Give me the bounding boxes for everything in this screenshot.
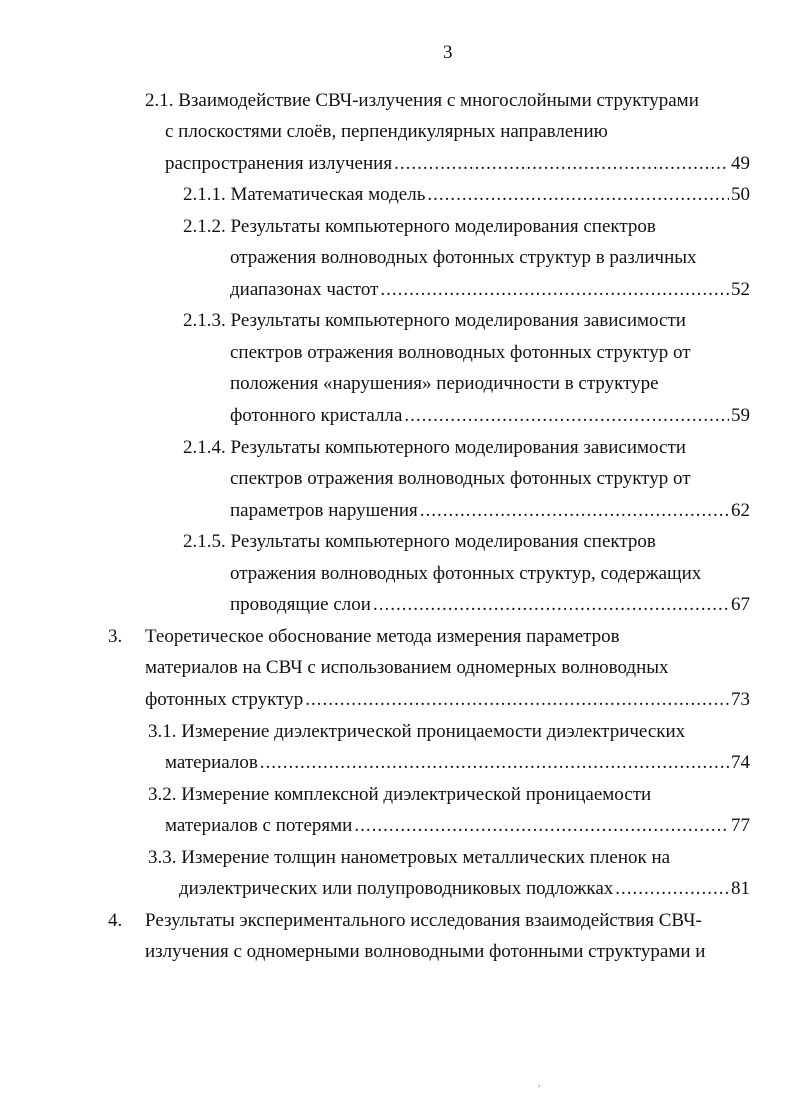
entry-title: отражения волноводных фотонных структур,… (230, 562, 702, 584)
toc-line: 4. Результаты экспериментального исследов… (108, 905, 750, 937)
entry-page-number: 50 (731, 184, 750, 206)
entry-page-number: 74 (731, 752, 750, 774)
toc-line: положения «нарушения» периодичности в ст… (230, 368, 750, 400)
dot-leader: ........................................… (305, 688, 729, 710)
toc-line: 2.1. Взаимодействие СВЧ-излучения с мног… (145, 85, 750, 117)
entry-title: распространения излучения (165, 152, 393, 174)
toc-line: с плоскостями слоёв, перпендикулярных на… (165, 116, 750, 148)
entry-title: 3.2. Измерение комплексной диэлектрическ… (148, 783, 652, 805)
entry-title: 2.1. Взаимодействие СВЧ-излучения с мног… (145, 89, 699, 111)
entry-page-number: 59 (731, 405, 750, 426)
toc-line: 2.1.3. Результаты компьютерного моделиро… (183, 305, 750, 337)
entry-title: 2.1.3. Результаты компьютерного моделиро… (183, 310, 686, 332)
dot-leader: ........................................… (404, 405, 729, 426)
toc-line: 3.2. Измерение комплексной диэлектрическ… (148, 779, 750, 811)
toc-line: материалов на СВЧ с использованием одном… (145, 652, 750, 684)
entry-page-number: 67 (731, 594, 750, 616)
dot-leader: ........................................… (259, 752, 729, 774)
toc-line: фотонного кристалла.....................… (230, 400, 750, 432)
toc-line: 2.1.1. Математическая модель............… (183, 179, 750, 211)
scan-mark: , (538, 1078, 541, 1089)
entry-title: положения «нарушения» периодичности в ст… (230, 373, 659, 395)
entry-title: 2.1.4. Результаты компьютерного моделиро… (183, 436, 686, 458)
entry-title: 2.1.2. Результаты компьютерного моделиро… (183, 215, 656, 237)
entry-title: материалов с потерями (165, 815, 353, 837)
toc-line: диэлектрических или полупроводниковых по… (179, 873, 750, 905)
entry-page-number: 52 (731, 278, 750, 300)
entry-page-number: 77 (731, 815, 750, 837)
entry-page-number: 49 (731, 152, 750, 174)
toc-line: материалов с потерями...................… (165, 810, 750, 842)
toc-line: спектров отражения волноводных фотонных … (230, 337, 750, 369)
toc-line: проводящие слои.........................… (230, 589, 750, 621)
chapter-number: 3. (108, 625, 123, 647)
entry-title: 2.1.5. Результаты компьютерного моделиро… (183, 531, 656, 553)
entry-title: проводящие слои (230, 594, 371, 616)
entry-title: материалов (165, 752, 258, 774)
toc-line: 2.1.4. Результаты компьютерного моделиро… (183, 432, 750, 464)
entry-title: фотонного кристалла (230, 405, 403, 426)
entry-title: спектров отражения волноводных фотонных … (230, 468, 691, 490)
entry-title: диапазонах частот (230, 278, 379, 300)
entry-page-number: 81 (731, 878, 750, 900)
dot-leader: ........................................… (354, 815, 729, 837)
toc-line: 3. Теоретическое обоснование метода измер… (108, 621, 750, 653)
toc-line: 2.1.2. Результаты компьютерного моделиро… (183, 211, 750, 243)
dot-leader: ........................................… (394, 152, 729, 174)
entry-title: 3.1. Измерение диэлектрической проницаем… (148, 720, 686, 742)
toc-line: фотонных структур.......................… (145, 684, 750, 716)
toc-line: распространения излучения...............… (165, 148, 750, 180)
toc-line: отражения волноводных фотонных структур,… (230, 558, 750, 590)
dot-leader: ........................................… (419, 499, 729, 521)
dot-leader: ........................................… (372, 594, 729, 616)
toc-line: диапазонах частот.......................… (230, 274, 750, 306)
entry-title: Теоретическое обоснование метода измерен… (145, 625, 620, 647)
entry-title: спектров отражения волноводных фотонных … (230, 341, 691, 363)
toc-line: отражения волноводных фотонных структур … (230, 242, 750, 274)
page-number: 3 (443, 42, 453, 63)
entry-title: 2.1.1. Математическая модель (183, 184, 426, 206)
entry-title: параметров нарушения (230, 499, 418, 521)
entry-title: диэлектрических или полупроводниковых по… (179, 878, 614, 900)
toc-line: 2.1.5. Результаты компьютерного моделиро… (183, 526, 750, 558)
entry-title: отражения волноводных фотонных структур … (230, 247, 697, 269)
toc-line: 3.1. Измерение диэлектрической проницаем… (148, 716, 750, 748)
entry-title: материалов на СВЧ с использованием одном… (145, 657, 669, 679)
dot-leader: ........................................… (427, 184, 729, 206)
toc-line: 3.3. Измерение толщин нанометровых метал… (148, 842, 750, 874)
entry-title: излучения с одномерными волноводными фот… (145, 941, 706, 963)
entry-page-number: 73 (731, 688, 750, 710)
toc-line: материалов..............................… (165, 747, 750, 779)
chapter-number: 4. (108, 909, 123, 931)
entry-page-number: 62 (731, 499, 750, 521)
entry-title: Результаты экспериментального исследован… (145, 909, 702, 931)
dot-leader: ........................................… (380, 278, 729, 300)
toc-line: излучения с одномерными волноводными фот… (145, 936, 750, 968)
entry-title: фотонных структур (145, 688, 304, 710)
toc-line: спектров отражения волноводных фотонных … (230, 463, 750, 495)
dot-leader: ........................................… (615, 878, 729, 900)
entry-title: 3.3. Измерение толщин нанометровых метал… (148, 846, 671, 868)
entry-title: с плоскостями слоёв, перпендикулярных на… (165, 121, 608, 143)
toc-line: параметров нарушения....................… (230, 495, 750, 527)
